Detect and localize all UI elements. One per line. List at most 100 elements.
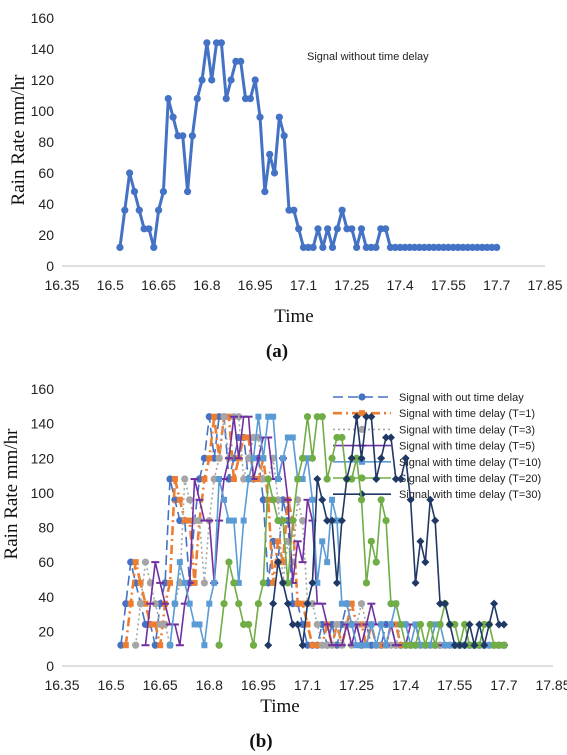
chart-a-data-point bbox=[246, 95, 254, 103]
chart-b-data-point bbox=[186, 600, 193, 607]
chart-b-data-point bbox=[279, 516, 287, 525]
chart-b-data-point bbox=[265, 496, 272, 503]
chart-b-data-point bbox=[269, 478, 278, 481]
chart-a-series-line bbox=[118, 41, 497, 249]
chart-b-data-point bbox=[206, 600, 213, 607]
chart-b-data-point bbox=[324, 559, 331, 566]
chart-a-data-point bbox=[193, 95, 201, 103]
chart-b-data-point bbox=[235, 579, 242, 586]
chart-a-data-point bbox=[237, 57, 245, 65]
chart-b-data-point bbox=[363, 642, 370, 649]
chart-a-data-point bbox=[493, 243, 501, 251]
chart-b-data-point bbox=[432, 621, 439, 628]
chart-b-data-point bbox=[151, 600, 159, 608]
chart-b-data-point bbox=[137, 579, 144, 586]
chart-b-data-point bbox=[270, 579, 277, 586]
legend-label-3: Signal with time delay (T=5) bbox=[399, 441, 535, 453]
chart-b-data-point bbox=[284, 434, 291, 441]
chart-b-data-point bbox=[451, 620, 459, 629]
chart-b-data-point bbox=[161, 602, 170, 605]
chart-b-data-point bbox=[275, 476, 282, 483]
chart-b-data-point bbox=[167, 642, 174, 649]
chart-b-data-point bbox=[304, 621, 311, 628]
chart-b-data-point bbox=[460, 641, 469, 650]
chart-b-data-point bbox=[215, 641, 223, 649]
chart-b-data-point bbox=[304, 455, 311, 462]
chart-b-data-point bbox=[235, 413, 243, 421]
chart-b-data-point bbox=[337, 516, 346, 525]
chart-b-data-point bbox=[249, 478, 258, 481]
chart-b-data-point bbox=[283, 498, 292, 501]
chart-b-data-point bbox=[200, 454, 208, 462]
chart-b-data-point bbox=[161, 579, 169, 587]
chart-a-data-point bbox=[314, 225, 322, 233]
chart-b-data-point bbox=[436, 599, 445, 608]
legend-marker-5 bbox=[358, 474, 366, 482]
chart-a-caption: (a) bbox=[266, 341, 288, 362]
chart-b-data-point bbox=[117, 641, 125, 649]
chart-b-data-point bbox=[465, 620, 474, 629]
chart-b-x-tick-label: 16.8 bbox=[196, 677, 223, 693]
chart-b-data-point bbox=[411, 641, 420, 649]
chart-b-data-point bbox=[431, 641, 439, 649]
chart-b-data-point bbox=[412, 621, 419, 628]
chart-a-data-point bbox=[290, 206, 298, 214]
chart-b-y-tick-label: 40 bbox=[38, 589, 54, 605]
chart-b-data-point bbox=[426, 620, 434, 629]
chart-b-data-point bbox=[500, 641, 508, 649]
chart-a-y-tick-label: 20 bbox=[38, 227, 54, 243]
chart-b-data-point bbox=[225, 475, 233, 483]
chart-b-data-point bbox=[142, 600, 149, 607]
chart-b-data-point bbox=[377, 454, 386, 463]
chart-b-data-point bbox=[220, 413, 228, 421]
chart-b-data-point bbox=[303, 498, 312, 501]
chart-b-data-point bbox=[264, 436, 273, 439]
chart-b-data-point bbox=[259, 579, 267, 587]
chart-b-data-point bbox=[225, 413, 232, 420]
chart-a-data-point bbox=[348, 225, 356, 233]
chart-a-data-point bbox=[116, 243, 124, 251]
chart-b-data-point bbox=[308, 454, 317, 462]
chart-b-data-point bbox=[309, 496, 316, 503]
chart-a-x-tick-label: 17.85 bbox=[527, 277, 562, 293]
chart-b-data-point bbox=[176, 559, 183, 566]
chart-b-legend: Signal with out time delay Signal with ti… bbox=[333, 392, 541, 501]
chart-b-data-point bbox=[249, 641, 258, 649]
chart-b-data-point bbox=[230, 517, 237, 524]
chart-a-data-point bbox=[159, 188, 168, 196]
chart-a-data-point bbox=[169, 113, 177, 121]
chart-b-data-point bbox=[175, 644, 184, 647]
chart-b-data-point bbox=[225, 558, 233, 566]
chart-b-data-point bbox=[279, 455, 286, 462]
chart-b-data-point bbox=[347, 454, 356, 463]
chart-a-data-point bbox=[130, 188, 139, 196]
chart-b-data-point bbox=[396, 475, 405, 484]
chart-a-y-tick-label: 60 bbox=[38, 165, 54, 181]
chart-b-data-point bbox=[254, 600, 262, 608]
chart-b-data-point bbox=[205, 519, 214, 522]
chart-b-data-point bbox=[318, 602, 327, 605]
chart-b-y-tick-label: 80 bbox=[38, 520, 54, 536]
chart-b-data-point bbox=[342, 623, 351, 626]
chart-b-data-point bbox=[475, 641, 483, 649]
chart-b-y-tick-label: 120 bbox=[31, 450, 55, 466]
chart-b-data-point bbox=[240, 475, 248, 483]
chart-b-x-axis-title: Time bbox=[260, 696, 299, 717]
chart-b-data-point bbox=[348, 621, 355, 628]
chart-b-data-point bbox=[494, 620, 503, 629]
chart-b-data-point bbox=[480, 641, 489, 650]
chart-b-data-point bbox=[362, 579, 371, 587]
chart-a-x-tick-label: 16.8 bbox=[193, 277, 220, 293]
chart-b-data-point bbox=[401, 454, 410, 463]
chart-b-data-point bbox=[333, 517, 340, 524]
chart-b-data-point bbox=[298, 516, 307, 525]
chart-a-data-point bbox=[183, 188, 192, 196]
chart-b-data-point bbox=[161, 620, 169, 629]
chart-b-data-point bbox=[352, 623, 361, 626]
chart-b-data-point bbox=[347, 644, 356, 647]
chart-b-data-point bbox=[240, 517, 247, 524]
chart-b-data-point bbox=[152, 621, 159, 628]
chart-b-data-point bbox=[176, 496, 183, 503]
chart-b-data-point bbox=[406, 623, 415, 626]
chart-a-data-point bbox=[372, 243, 380, 251]
